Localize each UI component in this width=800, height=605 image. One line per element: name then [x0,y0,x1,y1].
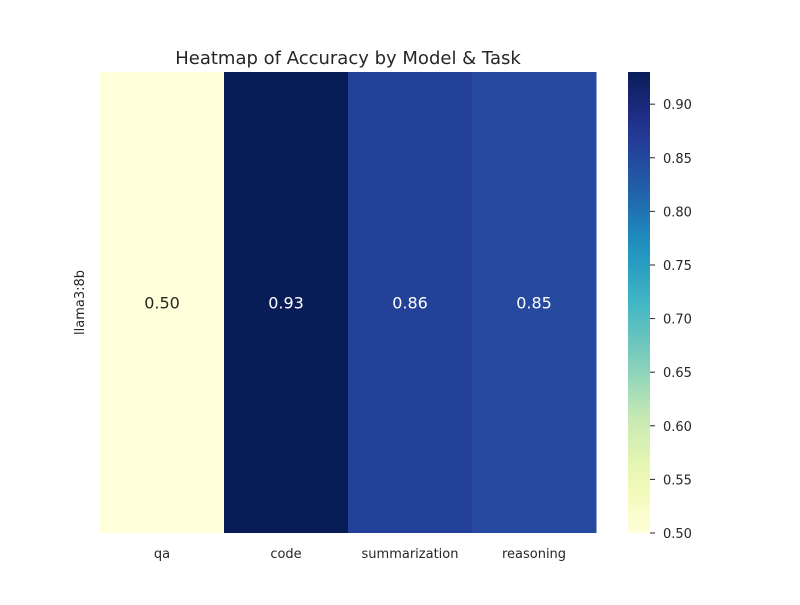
colorbar-tick-label: 0.50 [663,527,692,542]
x-tick-label: qa [154,547,170,562]
colorbar-tick-labels: 0.50 0.55 0.60 0.65 0.70 0.75 0.80 0.85 0.90 [650,98,692,542]
x-tick-label: code [270,547,301,562]
colorbar-tick-label: 0.80 [663,205,692,220]
colorbar-tick-label: 0.60 [663,420,692,435]
heatmap-cell [224,72,349,533]
colorbar-tick-label: 0.90 [663,98,692,113]
colorbar-tick-label: 0.65 [663,366,692,381]
x-tick-label: reasoning [502,547,566,562]
heatmap-cell [100,72,225,533]
cell-value-label: 0.85 [516,294,552,313]
y-tick-label: llama3:8b [73,270,88,335]
x-axis-tick-labels: qa code summarization reasoning [154,547,566,562]
colorbar [628,72,650,533]
heatmap-cells [100,72,597,533]
cell-value-label: 0.86 [392,294,428,313]
colorbar-tick-label: 0.85 [663,152,692,167]
cell-value-label: 0.50 [144,294,180,313]
y-axis-tick-labels: llama3:8b [73,270,88,335]
heatmap-cell [472,72,597,533]
colorbar-tick-label: 0.70 [663,313,692,328]
x-tick-label: summarization [362,547,459,562]
heatmap-cell-labels: 0.50 0.93 0.86 0.85 [144,294,552,313]
heatmap-cell [348,72,473,533]
chart-title: Heatmap of Accuracy by Model & Task [175,48,521,69]
colorbar-tick-label: 0.55 [663,473,692,488]
colorbar-tick-label: 0.75 [663,259,692,274]
cell-value-label: 0.93 [268,294,304,313]
